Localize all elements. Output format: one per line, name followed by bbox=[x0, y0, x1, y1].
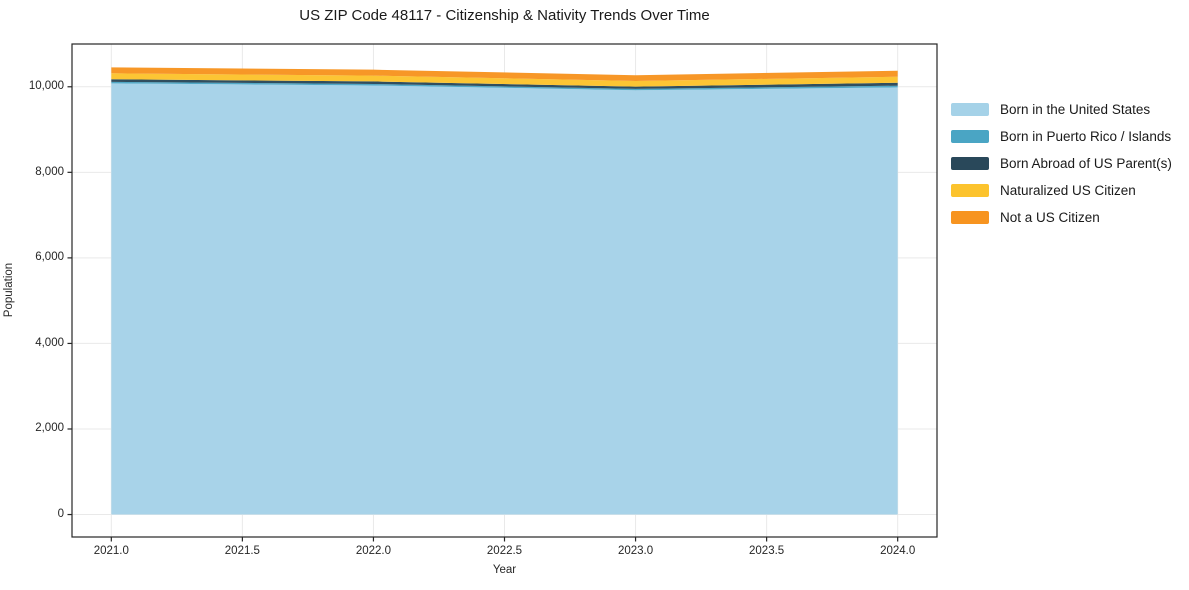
area-series-4 bbox=[111, 67, 898, 82]
legend-swatch bbox=[951, 211, 989, 224]
legend-swatch bbox=[951, 103, 989, 116]
legend-item-1: Born in Puerto Rico / Islands bbox=[951, 128, 1172, 145]
y-axis-title: Population bbox=[3, 262, 15, 318]
legend-swatch bbox=[951, 184, 989, 197]
area-series-3 bbox=[111, 73, 898, 87]
y-tick-label: 8,000 bbox=[35, 165, 64, 178]
legend-label: Born in the United States bbox=[1000, 102, 1151, 117]
legend-item-2: Born Abroad of US Parent(s) bbox=[951, 155, 1172, 172]
chart-title: US ZIP Code 48117 - Citizenship & Nativi… bbox=[299, 7, 710, 24]
y-tick-label: 10,000 bbox=[28, 80, 64, 93]
legend-label: Naturalized US Citizen bbox=[1000, 183, 1136, 198]
legend: Born in the United States Born in Puerto … bbox=[951, 101, 1172, 226]
area-series-0 bbox=[111, 83, 898, 515]
y-tick-label: 0 bbox=[57, 508, 64, 521]
y-tick-label: 2,000 bbox=[35, 422, 64, 435]
x-tick-label: 2022.0 bbox=[355, 545, 392, 557]
legend-item-0: Born in the United States bbox=[951, 101, 1172, 118]
legend-item-3: Naturalized US Citizen bbox=[951, 182, 1172, 199]
area-series-1 bbox=[111, 81, 898, 91]
legend-label: Not a US Citizen bbox=[1000, 210, 1100, 225]
legend-label: Born Abroad of US Parent(s) bbox=[1000, 156, 1172, 171]
x-tick-label: 2024.0 bbox=[880, 545, 916, 557]
legend-label: Born in Puerto Rico / Islands bbox=[1000, 129, 1172, 144]
x-axis-title: Year bbox=[492, 564, 517, 576]
x-tick-label: 2021.0 bbox=[93, 545, 129, 557]
x-tick-label: 2021.5 bbox=[224, 545, 260, 557]
y-tick-label: 4,000 bbox=[35, 336, 64, 349]
y-tick-label: 6,000 bbox=[35, 251, 64, 264]
x-tick-label: 2023.5 bbox=[749, 545, 785, 557]
legend-swatch bbox=[951, 130, 989, 143]
x-tick-label: 2023.0 bbox=[617, 545, 654, 557]
legend-swatch bbox=[951, 157, 989, 170]
x-tick-label: 2022.5 bbox=[486, 545, 523, 557]
area-series-2 bbox=[111, 79, 898, 89]
legend-item-4: Not a US Citizen bbox=[951, 209, 1172, 226]
